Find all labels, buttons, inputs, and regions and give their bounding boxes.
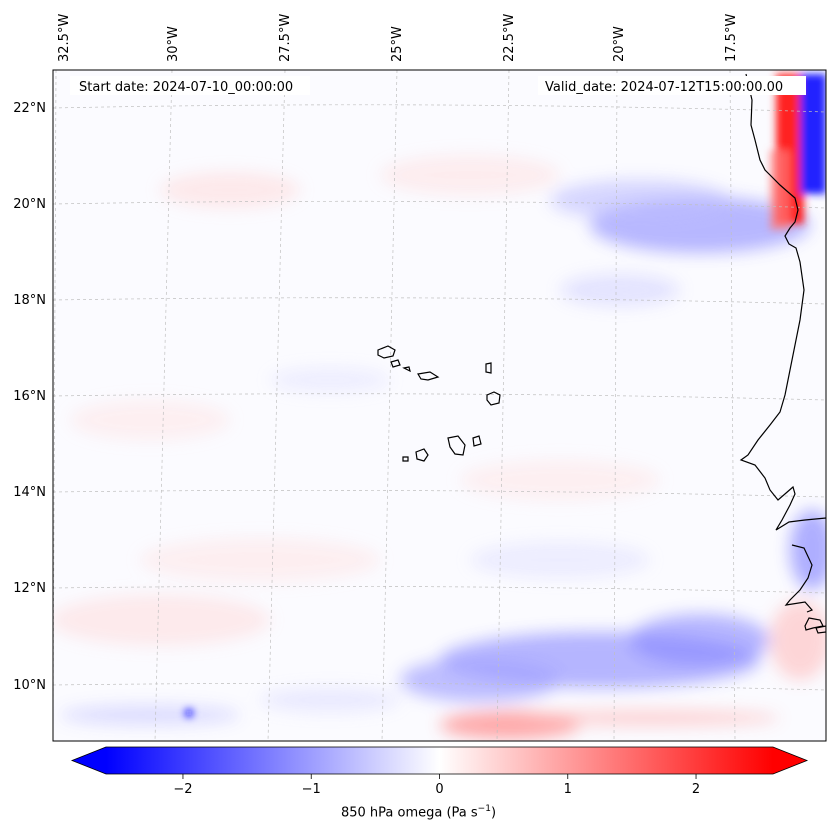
lat-label: 22°N — [13, 101, 46, 116]
lat-labels: 22°N 20°N 18°N 16°N 14°N 12°N 10°N — [13, 101, 46, 693]
lat-label: 20°N — [13, 197, 46, 212]
colorbar-tick-label: −1 — [302, 782, 321, 797]
lon-label: 22.5°W — [502, 14, 517, 62]
lat-label: 18°N — [13, 293, 46, 308]
lat-label: 16°N — [13, 389, 46, 404]
lon-label: 20°W — [612, 26, 627, 62]
colorbar-outline — [70, 746, 809, 775]
start-date-box — [70, 76, 310, 95]
lon-label: 17.5°W — [724, 14, 739, 62]
colorbar-tick-label: 1 — [564, 782, 572, 797]
colorbar-tick-label: 2 — [692, 782, 700, 797]
colorbar-max-extend — [773, 747, 807, 774]
valid-date-label: Valid_date: 2024-07-12T15:00:00.00 — [545, 80, 783, 95]
colorbar-title: 850 hPa omega (Pa s−1) — [340, 804, 497, 821]
lon-label: 32.5°W — [57, 14, 72, 62]
colorbar-min-extend — [72, 747, 106, 774]
colorbar-tick-label: 0 — [435, 782, 443, 797]
colorbar: −2 −1 0 1 2 — [70, 746, 809, 797]
lat-label: 10°N — [13, 678, 46, 693]
lon-label: 30°W — [166, 26, 181, 62]
colorbar-tick-label: −2 — [173, 782, 192, 797]
lon-labels: 32.5°W 30°W 27.5°W 25°W 22.5°W 20°W 17.5… — [57, 14, 739, 62]
colorbar-body — [106, 747, 773, 774]
start-date-label: Start date: 2024-07-10_00:00:00 — [79, 80, 293, 95]
lat-label: 14°N — [13, 485, 46, 500]
valid-date-box — [538, 76, 806, 95]
lon-label: 27.5°W — [278, 14, 293, 62]
lon-label: 25°W — [390, 26, 405, 62]
graticule — [53, 70, 826, 741]
lat-label: 12°N — [13, 581, 46, 596]
map-frame — [52, 69, 827, 742]
coastline — [377, 73, 826, 634]
omega-field — [53, 70, 826, 741]
